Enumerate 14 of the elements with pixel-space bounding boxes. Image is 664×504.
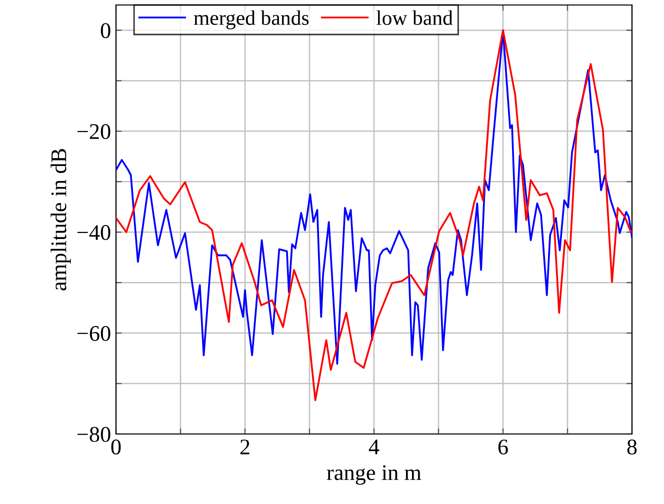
legend-label: merged bands <box>194 10 309 30</box>
y-tick-label: −20 <box>77 124 110 140</box>
y-tick-label: −40 <box>77 225 110 240</box>
text: low band <box>376 10 453 25</box>
x-tick-label: 8 <box>627 440 637 454</box>
y-tick-label: −80 <box>77 426 110 442</box>
y-tick-label: 0 <box>100 23 110 38</box>
x-tick-label: 0 <box>111 440 121 454</box>
x-tick-label: 4 <box>368 440 380 454</box>
x-tick-label: 6 <box>498 440 508 454</box>
y-tick-label: −60 <box>77 326 110 341</box>
x-tick-label: 2 <box>240 440 250 454</box>
x-axis-title: range in m <box>326 465 422 485</box>
y-axis-title: amplitude in dB <box>50 148 71 290</box>
